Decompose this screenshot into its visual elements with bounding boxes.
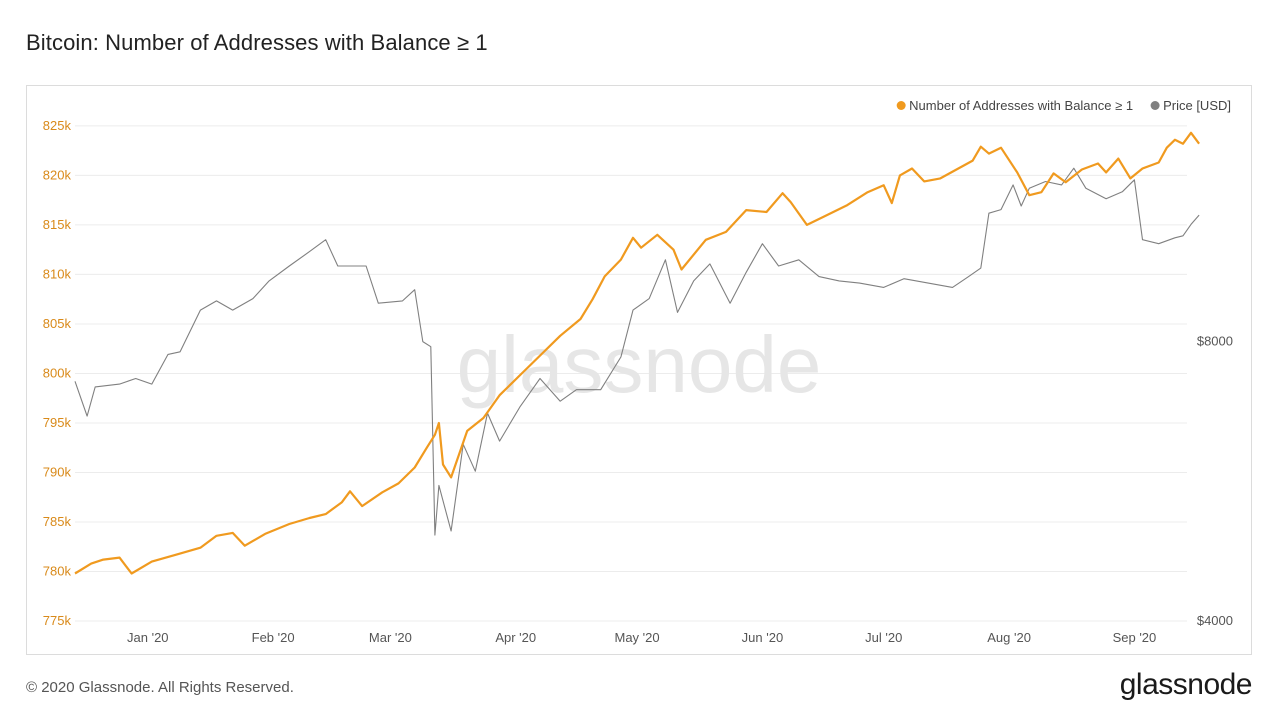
right-y-axis: $4000 $8000: [1197, 334, 1233, 628]
left-y-axis: 775k 780k 785k 790k 795k 800k 805k 810k 815k 820k…: [43, 118, 72, 628]
chart-panel: glassnode 775k 780k 785k 790k 795k 800k 805k 81…: [26, 85, 1252, 655]
left-axis-tick-label: 825k: [43, 118, 72, 133]
legend-label: Number of Addresses with Balance ≥ 1: [909, 98, 1133, 113]
line-chart[interactable]: glassnode 775k 780k 785k 790k 795k 800k 805k 81…: [27, 86, 1251, 654]
chart-title: Bitcoin: Number of Addresses with Balanc…: [26, 30, 488, 55]
right-axis-tick-label: $4000: [1197, 613, 1233, 628]
copyright-footer: © 2020 Glassnode. All Rights Reserved.: [26, 679, 294, 696]
x-axis-tick-label: Apr '20: [495, 630, 536, 645]
x-axis-tick-label: Aug '20: [987, 630, 1031, 645]
x-axis-tick-label: Feb '20: [252, 630, 295, 645]
legend-label: Price [USD]: [1163, 98, 1231, 113]
left-axis-tick-label: 820k: [43, 167, 72, 182]
series-lines: [74, 131, 1200, 575]
x-axis: Jan '20 Feb '20 Mar '20 Apr '20 May '20 Jun '…: [127, 630, 1156, 645]
left-axis-tick-label: 810k: [43, 266, 72, 281]
x-axis-tick-label: Sep '20: [1113, 630, 1157, 645]
addresses-series-line[interactable]: [74, 131, 1200, 575]
legend-item[interactable]: Price [USD]: [1150, 98, 1231, 113]
x-axis-tick-label: Jun '20: [742, 630, 784, 645]
legend-item[interactable]: Number of Addresses with Balance ≥ 1: [896, 98, 1133, 113]
price-series-line[interactable]: [74, 167, 1200, 536]
left-axis-tick-label: 785k: [43, 514, 72, 529]
left-axis-tick-label: 775k: [43, 613, 72, 628]
left-axis-tick-label: 790k: [43, 464, 72, 479]
left-axis-tick-label: 815k: [43, 217, 72, 232]
left-axis-tick-label: 805k: [43, 316, 72, 331]
right-axis-tick-label: $8000: [1197, 334, 1233, 349]
legend-marker-price: [1150, 101, 1160, 110]
glassnode-logo[interactable]: glassnode: [1119, 668, 1253, 701]
left-axis-tick-label: 780k: [43, 563, 72, 578]
left-axis-tick-label: 800k: [43, 365, 72, 380]
legend-marker-addresses: [896, 101, 906, 110]
legend[interactable]: Price [USD] Number of Addresses with Bala…: [896, 98, 1231, 113]
gridlines: [75, 125, 1187, 622]
x-axis-tick-label: Mar '20: [369, 630, 412, 645]
x-axis-tick-label: May '20: [615, 630, 660, 645]
left-axis-tick-label: 795k: [43, 415, 72, 430]
x-axis-tick-label: Jan '20: [127, 630, 169, 645]
x-axis-tick-label: Jul '20: [865, 630, 902, 645]
watermark: glassnode: [457, 320, 822, 409]
